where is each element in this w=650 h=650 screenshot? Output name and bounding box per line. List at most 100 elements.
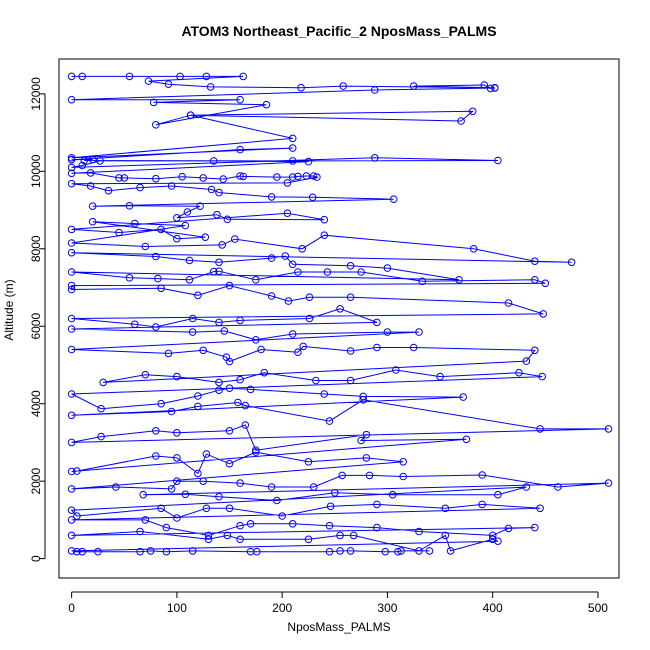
data-point bbox=[218, 241, 226, 249]
data-point bbox=[371, 154, 379, 162]
data-point bbox=[278, 512, 287, 520]
data-point bbox=[504, 299, 513, 307]
data-point bbox=[167, 485, 176, 493]
data-point bbox=[202, 504, 211, 513]
data-point bbox=[152, 252, 160, 261]
data-point bbox=[67, 248, 76, 257]
data-point bbox=[223, 215, 232, 224]
data-point bbox=[215, 318, 223, 327]
data-point bbox=[504, 524, 513, 533]
data-point bbox=[281, 252, 290, 260]
data-point bbox=[468, 107, 477, 116]
data-point bbox=[178, 172, 186, 181]
data-point bbox=[554, 483, 562, 491]
data-point bbox=[194, 402, 202, 411]
data-point bbox=[241, 401, 250, 410]
data-point bbox=[346, 293, 355, 302]
data-point bbox=[201, 233, 210, 241]
data-point bbox=[225, 357, 234, 366]
x-tick-label: 400 bbox=[483, 601, 503, 615]
data-point bbox=[67, 345, 76, 354]
x-tick-label: 200 bbox=[272, 601, 292, 615]
data-point bbox=[183, 208, 192, 216]
data-point bbox=[436, 372, 444, 381]
data-point bbox=[88, 155, 97, 164]
data-point bbox=[365, 471, 374, 480]
data-point bbox=[173, 514, 181, 522]
data-point bbox=[164, 349, 173, 358]
data-point bbox=[491, 84, 499, 92]
y-tick-label: 8000 bbox=[29, 235, 43, 262]
data-point bbox=[486, 84, 495, 93]
data-point bbox=[149, 98, 158, 107]
data-point bbox=[415, 547, 423, 555]
data-point bbox=[323, 268, 332, 276]
data-point bbox=[204, 535, 213, 544]
data-point bbox=[305, 314, 314, 323]
data-point bbox=[88, 217, 97, 226]
data-point bbox=[173, 214, 181, 222]
data-point bbox=[152, 174, 160, 183]
data-point bbox=[215, 258, 223, 267]
data-point bbox=[215, 378, 223, 387]
data-point bbox=[260, 368, 269, 377]
data-point bbox=[294, 348, 302, 357]
data-point bbox=[67, 411, 76, 420]
data-point bbox=[234, 398, 242, 407]
data-point bbox=[273, 496, 281, 505]
data-point bbox=[241, 421, 250, 429]
data-point bbox=[139, 490, 147, 499]
data-point bbox=[246, 520, 255, 528]
data-point bbox=[67, 314, 76, 323]
data-point bbox=[339, 82, 348, 90]
data-point bbox=[215, 267, 223, 276]
data-point bbox=[67, 154, 76, 162]
data-point bbox=[325, 417, 334, 425]
data-point bbox=[362, 454, 371, 462]
data-point bbox=[288, 134, 297, 143]
data-point bbox=[225, 504, 234, 513]
data-point bbox=[239, 72, 247, 81]
data-point bbox=[373, 318, 381, 327]
data-point bbox=[236, 521, 244, 530]
data-point bbox=[67, 467, 76, 476]
data-point bbox=[397, 547, 405, 555]
data-point bbox=[288, 520, 297, 528]
data-point bbox=[373, 523, 381, 532]
x-axis: 0 100 200 300 400 500 bbox=[68, 591, 608, 615]
data-point bbox=[392, 366, 400, 374]
data-point bbox=[144, 77, 153, 85]
y-axis: 0 2000 4000 6000 8000 10000 12000 bbox=[29, 77, 46, 562]
data-point bbox=[112, 483, 120, 491]
data-point bbox=[67, 485, 76, 493]
data-point bbox=[236, 316, 244, 325]
data-point bbox=[164, 80, 173, 88]
y-tick-label: 6000 bbox=[29, 313, 43, 340]
data-point bbox=[536, 425, 544, 433]
data-point bbox=[541, 279, 550, 288]
data-point bbox=[186, 111, 195, 119]
data-point bbox=[399, 472, 408, 481]
data-point bbox=[67, 225, 76, 234]
data-point bbox=[181, 221, 190, 230]
data-point bbox=[273, 173, 281, 181]
data-point bbox=[539, 310, 548, 318]
data-point bbox=[336, 305, 344, 313]
data-point bbox=[199, 477, 207, 486]
data-point bbox=[209, 267, 218, 276]
data-point bbox=[202, 72, 211, 81]
data-point bbox=[309, 483, 318, 491]
data-point bbox=[173, 454, 181, 462]
data-point bbox=[383, 328, 392, 336]
data-point bbox=[67, 390, 76, 398]
data-point bbox=[252, 276, 260, 284]
data-point bbox=[67, 268, 76, 276]
data-point bbox=[185, 256, 194, 265]
data-point bbox=[94, 547, 102, 556]
data-point bbox=[488, 535, 497, 544]
data-point bbox=[173, 429, 181, 437]
data-point bbox=[298, 245, 307, 253]
data-point bbox=[522, 357, 531, 365]
data-point bbox=[188, 314, 197, 323]
data-point bbox=[312, 376, 320, 385]
